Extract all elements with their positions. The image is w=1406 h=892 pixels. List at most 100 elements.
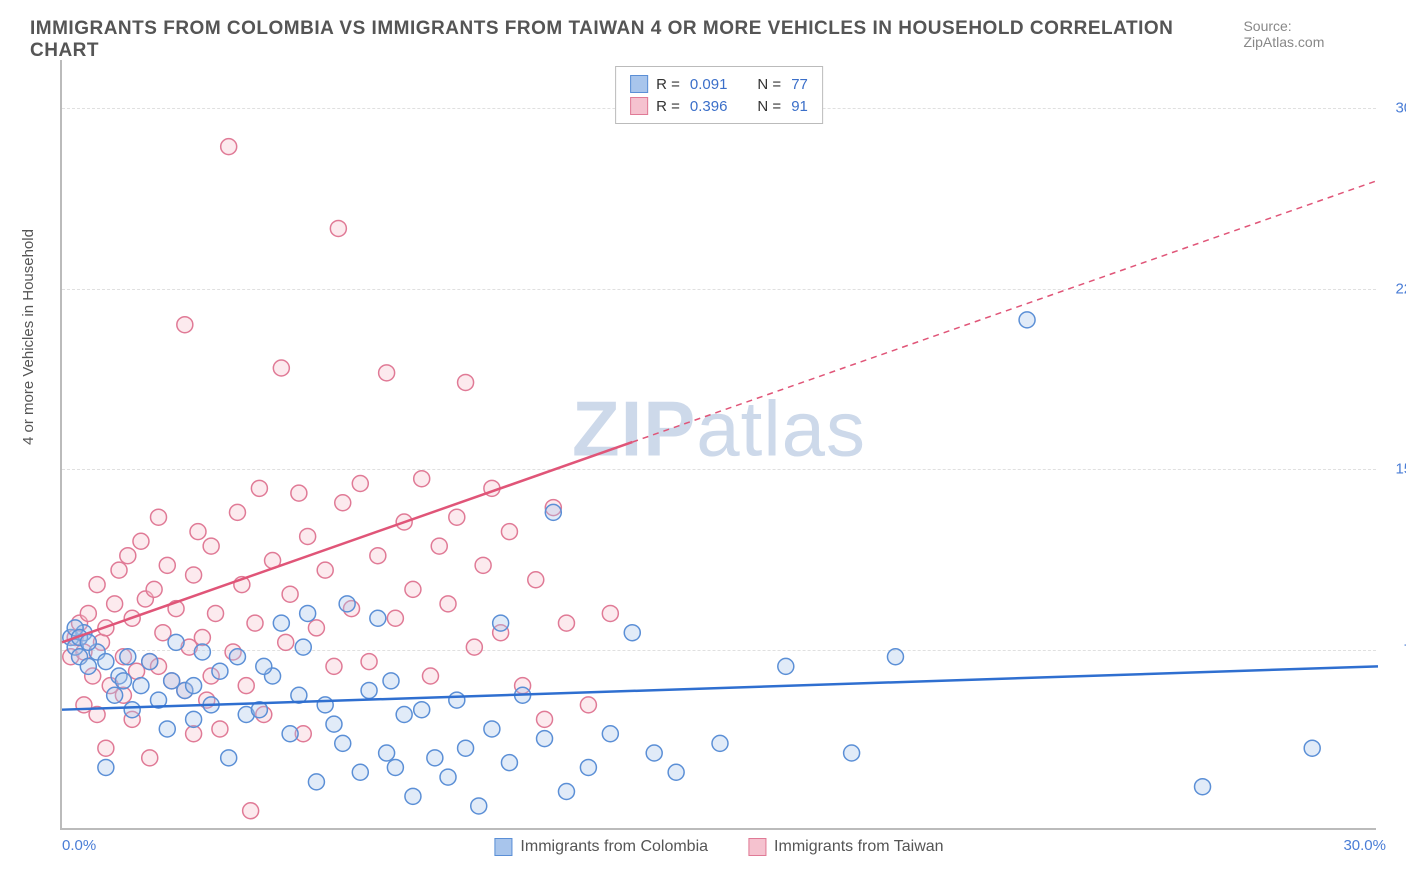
x-tick-label: 0.0%: [62, 837, 96, 854]
data-point-taiwan: [238, 678, 254, 694]
data-point-taiwan: [186, 726, 202, 742]
data-point-colombia: [414, 702, 430, 718]
data-point-colombia: [501, 755, 517, 771]
data-point-taiwan: [475, 557, 491, 573]
data-point-taiwan: [361, 654, 377, 670]
data-point-colombia: [537, 731, 553, 747]
data-point-taiwan: [370, 548, 386, 564]
source-label: Source: ZipAtlas.com: [1243, 18, 1376, 50]
data-point-colombia: [361, 682, 377, 698]
data-point-colombia: [326, 716, 342, 732]
data-point-colombia: [379, 745, 395, 761]
data-point-taiwan: [190, 524, 206, 540]
data-point-taiwan: [221, 139, 237, 155]
data-point-colombia: [300, 605, 316, 621]
data-point-taiwan: [133, 533, 149, 549]
data-point-colombia: [308, 774, 324, 790]
data-point-colombia: [668, 764, 684, 780]
data-point-taiwan: [142, 750, 158, 766]
legend-top: R = 0.091 N = 77 R = 0.396 N = 91: [615, 66, 823, 124]
data-point-taiwan: [159, 557, 175, 573]
data-point-colombia: [471, 798, 487, 814]
data-point-colombia: [887, 649, 903, 665]
data-point-colombia: [124, 702, 140, 718]
trend-line-dashed-taiwan: [632, 180, 1378, 442]
data-point-colombia: [120, 649, 136, 665]
data-point-colombia: [712, 735, 728, 751]
data-point-colombia: [194, 644, 210, 660]
data-point-colombia: [387, 759, 403, 775]
data-point-colombia: [396, 707, 412, 723]
data-point-colombia: [212, 663, 228, 679]
data-point-taiwan: [449, 509, 465, 525]
data-point-taiwan: [379, 365, 395, 381]
legend-bottom-colombia: Immigrants from Colombia: [494, 838, 708, 856]
data-point-colombia: [844, 745, 860, 761]
data-point-taiwan: [405, 581, 421, 597]
data-point-colombia: [1195, 779, 1211, 795]
data-point-colombia: [335, 735, 351, 751]
data-point-taiwan: [528, 572, 544, 588]
data-point-taiwan: [300, 528, 316, 544]
data-point-taiwan: [422, 668, 438, 684]
data-point-colombia: [427, 750, 443, 766]
data-point-taiwan: [317, 562, 333, 578]
data-point-colombia: [778, 658, 794, 674]
legend-bottom: Immigrants from Colombia Immigrants from…: [494, 838, 943, 856]
data-point-taiwan: [247, 615, 263, 631]
data-point-colombia: [580, 759, 596, 775]
data-point-colombia: [273, 615, 289, 631]
y-tick-label: 15.0%: [1395, 461, 1406, 478]
legend-bottom-taiwan: Immigrants from Taiwan: [748, 838, 944, 856]
data-point-taiwan: [501, 524, 517, 540]
data-point-colombia: [370, 610, 386, 626]
data-point-taiwan: [458, 374, 474, 390]
data-point-taiwan: [602, 605, 618, 621]
scatter-plot-svg: [62, 60, 1378, 830]
data-point-taiwan: [278, 634, 294, 650]
data-point-colombia: [98, 654, 114, 670]
data-point-taiwan: [440, 596, 456, 612]
data-point-colombia: [98, 759, 114, 775]
data-point-taiwan: [466, 639, 482, 655]
data-point-colombia: [545, 504, 561, 520]
data-point-taiwan: [431, 538, 447, 554]
y-tick-label: 30.0%: [1395, 100, 1406, 117]
data-point-taiwan: [326, 658, 342, 674]
swatch-taiwan-icon: [630, 97, 648, 115]
data-point-taiwan: [330, 220, 346, 236]
data-point-colombia: [168, 634, 184, 650]
data-point-colombia: [558, 784, 574, 800]
data-point-taiwan: [151, 509, 167, 525]
data-point-colombia: [133, 678, 149, 694]
data-point-colombia: [80, 658, 96, 674]
data-point-taiwan: [580, 697, 596, 713]
data-point-colombia: [256, 658, 272, 674]
data-point-colombia: [449, 692, 465, 708]
chart-title: IMMIGRANTS FROM COLOMBIA VS IMMIGRANTS F…: [30, 18, 1243, 62]
data-point-taiwan: [107, 596, 123, 612]
data-point-taiwan: [146, 581, 162, 597]
data-point-colombia: [383, 673, 399, 689]
chart-area: ZIPatlas R = 0.091 N = 77 R = 0.396 N = …: [60, 60, 1376, 830]
data-point-colombia: [229, 649, 245, 665]
data-point-colombia: [186, 678, 202, 694]
data-point-colombia: [646, 745, 662, 761]
data-point-colombia: [440, 769, 456, 785]
data-point-taiwan: [273, 360, 289, 376]
data-point-taiwan: [111, 562, 127, 578]
data-point-colombia: [186, 711, 202, 727]
data-point-taiwan: [243, 803, 259, 819]
data-point-colombia: [107, 687, 123, 703]
legend-row-colombia: R = 0.091 N = 77: [630, 73, 808, 95]
data-point-taiwan: [177, 317, 193, 333]
data-point-colombia: [624, 625, 640, 641]
data-point-taiwan: [537, 711, 553, 727]
data-point-taiwan: [251, 480, 267, 496]
y-axis-label: 4 or more Vehicles in Household: [20, 229, 37, 445]
data-point-colombia: [1019, 312, 1035, 328]
data-point-colombia: [339, 596, 355, 612]
swatch-colombia-icon: [494, 838, 512, 856]
data-point-taiwan: [212, 721, 228, 737]
data-point-taiwan: [194, 630, 210, 646]
